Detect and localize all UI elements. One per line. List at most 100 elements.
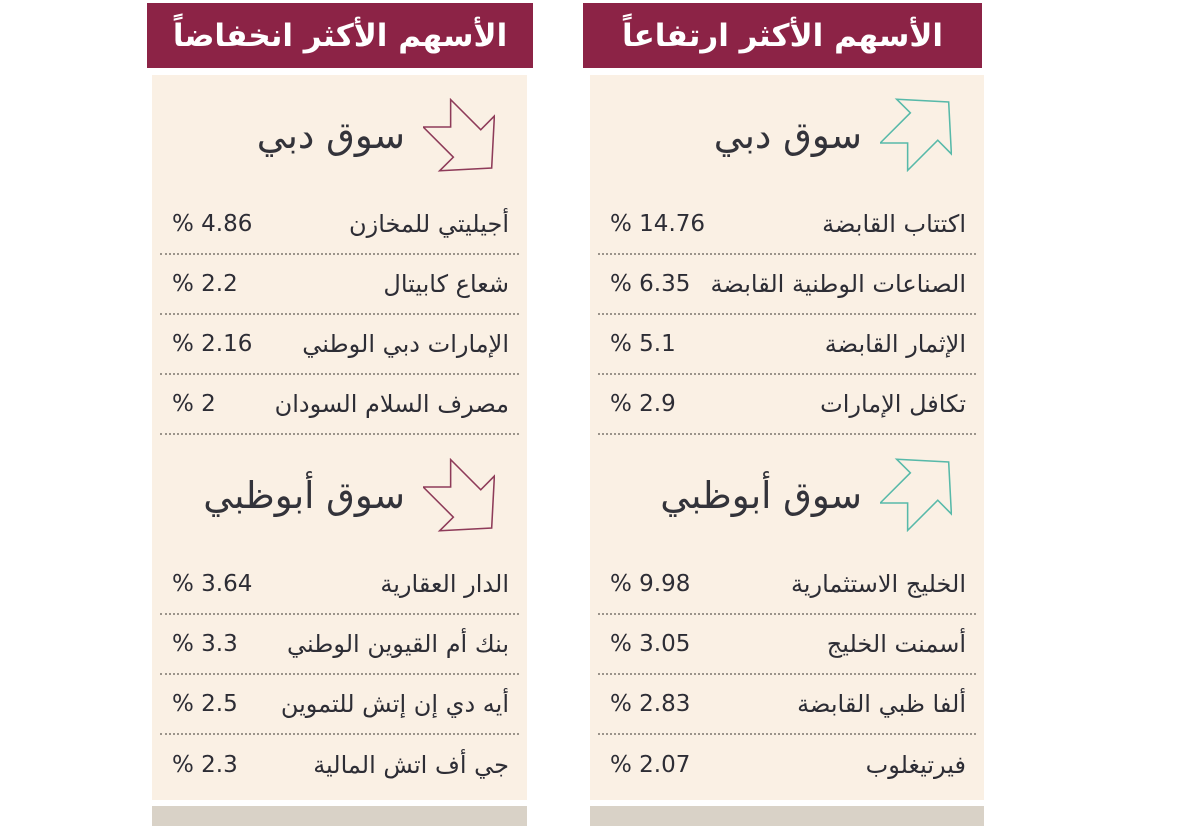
change-value: 9.98 bbox=[639, 571, 691, 597]
change-value: 2 bbox=[201, 391, 216, 417]
down-right-arrow-icon bbox=[423, 98, 495, 172]
change-value: 3.64 bbox=[201, 571, 253, 597]
stock-change: % 5.1 bbox=[610, 331, 676, 357]
stock-change: % 14.76 bbox=[610, 211, 705, 237]
percent-sign: % bbox=[172, 752, 194, 778]
down-right-arrow-icon bbox=[423, 458, 495, 532]
stock-change: % 2.83 bbox=[610, 691, 690, 717]
market-title: سوق دبي bbox=[256, 113, 405, 157]
percent-sign: % bbox=[610, 691, 632, 717]
change-value: 2.2 bbox=[201, 271, 238, 297]
gainers-panel: سوق دبي % 14.76 اكتتاب القابضة % 6.35 ال… bbox=[590, 75, 984, 800]
change-value: 4.86 bbox=[201, 211, 253, 237]
stock-row: % 2.83 ألفا ظبي القابضة bbox=[598, 675, 976, 735]
percent-sign: % bbox=[172, 331, 194, 357]
stock-name: جي أف اتش المالية bbox=[313, 751, 509, 779]
stock-name: أجيليتي للمخازن bbox=[349, 210, 509, 238]
losers-footer-bar bbox=[152, 806, 527, 826]
stock-row: % 3.64 الدار العقارية bbox=[160, 555, 519, 615]
stock-row: % 4.86 أجيليتي للمخازن bbox=[160, 195, 519, 255]
stock-row: % 2.16 الإمارات دبي الوطني bbox=[160, 315, 519, 375]
stock-change: % 2.3 bbox=[172, 752, 238, 778]
gainers-dubai-market-header: سوق دبي bbox=[590, 75, 984, 195]
percent-sign: % bbox=[610, 211, 632, 237]
change-value: 2.83 bbox=[639, 691, 691, 717]
percent-sign: % bbox=[610, 271, 632, 297]
stock-change: % 2.9 bbox=[610, 391, 676, 417]
stock-change: % 2.16 bbox=[172, 331, 252, 357]
stock-change: % 9.98 bbox=[610, 571, 690, 597]
stock-change: % 3.05 bbox=[610, 631, 690, 657]
stock-name: أسمنت الخليج bbox=[826, 630, 966, 658]
market-title: سوق أبوظبي bbox=[660, 473, 862, 517]
stock-name: الصناعات الوطنية القابضة bbox=[710, 270, 966, 298]
gainers-panel-title: الأسهم الأكثر ارتفاعاً bbox=[583, 3, 982, 68]
stock-row: % 9.98 الخليج الاستثمارية bbox=[598, 555, 976, 615]
stock-name: فيرتيغلوب bbox=[865, 751, 966, 779]
stock-name: تكافل الإمارات bbox=[820, 390, 966, 418]
change-value: 2.07 bbox=[639, 752, 691, 778]
losers-abudhabi-market-header: سوق أبوظبي bbox=[152, 435, 527, 555]
change-value: 6.35 bbox=[639, 271, 691, 297]
change-value: 14.76 bbox=[639, 211, 706, 237]
up-right-arrow-icon bbox=[880, 98, 952, 172]
stock-name: شعاع كابيتال bbox=[383, 270, 509, 298]
stock-change: % 2 bbox=[172, 391, 216, 417]
stock-name: بنك أم القيوين الوطني bbox=[287, 630, 509, 658]
gainers-dubai-rows: % 14.76 اكتتاب القابضة % 6.35 الصناعات ا… bbox=[590, 195, 984, 435]
stock-name: اكتتاب القابضة bbox=[822, 210, 966, 238]
stock-change: % 2.5 bbox=[172, 691, 238, 717]
percent-sign: % bbox=[172, 631, 194, 657]
stock-name: أيه دي إن إتش للتموين bbox=[280, 690, 509, 718]
stock-row: % 3.05 أسمنت الخليج bbox=[598, 615, 976, 675]
market-title: سوق أبوظبي bbox=[203, 473, 405, 517]
market-title: سوق دبي bbox=[713, 113, 862, 157]
stock-name: الدار العقارية bbox=[380, 570, 509, 598]
stock-name: الإثمار القابضة bbox=[824, 330, 966, 358]
losers-dubai-market-header: سوق دبي bbox=[152, 75, 527, 195]
up-right-arrow-icon bbox=[880, 458, 952, 532]
stock-row: % 2.3 جي أف اتش المالية bbox=[160, 735, 519, 795]
losers-dubai-rows: % 4.86 أجيليتي للمخازن % 2.2 شعاع كابيتا… bbox=[152, 195, 527, 435]
gainers-abudhabi-rows: % 9.98 الخليج الاستثمارية % 3.05 أسمنت ا… bbox=[590, 555, 984, 795]
change-value: 2.16 bbox=[201, 331, 253, 357]
losers-panel: سوق دبي % 4.86 أجيليتي للمخازن % 2.2 شعا… bbox=[152, 75, 527, 800]
losers-panel-title: الأسهم الأكثر انخفاضاً bbox=[147, 3, 533, 68]
stock-change: % 2.07 bbox=[610, 752, 690, 778]
percent-sign: % bbox=[610, 331, 632, 357]
percent-sign: % bbox=[172, 391, 194, 417]
stock-row: % 5.1 الإثمار القابضة bbox=[598, 315, 976, 375]
percent-sign: % bbox=[172, 571, 194, 597]
change-value: 2.5 bbox=[201, 691, 238, 717]
percent-sign: % bbox=[610, 752, 632, 778]
stock-name: الإمارات دبي الوطني bbox=[302, 330, 509, 358]
percent-sign: % bbox=[610, 571, 632, 597]
stock-row: % 2.2 شعاع كابيتال bbox=[160, 255, 519, 315]
stock-change: % 3.64 bbox=[172, 571, 252, 597]
percent-sign: % bbox=[610, 631, 632, 657]
gainers-abudhabi-market-header: سوق أبوظبي bbox=[590, 435, 984, 555]
stock-row: % 6.35 الصناعات الوطنية القابضة bbox=[598, 255, 976, 315]
stock-name: مصرف السلام السودان bbox=[274, 390, 509, 418]
change-value: 2.3 bbox=[201, 752, 238, 778]
change-value: 5.1 bbox=[639, 331, 676, 357]
stock-change: % 6.35 bbox=[610, 271, 690, 297]
losers-abudhabi-rows: % 3.64 الدار العقارية % 3.3 بنك أم القيو… bbox=[152, 555, 527, 795]
change-value: 3.3 bbox=[201, 631, 238, 657]
stock-row: % 2.9 تكافل الإمارات bbox=[598, 375, 976, 435]
percent-sign: % bbox=[172, 271, 194, 297]
stock-row: % 3.3 بنك أم القيوين الوطني bbox=[160, 615, 519, 675]
change-value: 2.9 bbox=[639, 391, 676, 417]
stock-row: % 2.07 فيرتيغلوب bbox=[598, 735, 976, 795]
gainers-footer-bar bbox=[590, 806, 984, 826]
stock-change: % 2.2 bbox=[172, 271, 238, 297]
stock-row: % 2.5 أيه دي إن إتش للتموين bbox=[160, 675, 519, 735]
percent-sign: % bbox=[172, 211, 194, 237]
stock-row: % 2 مصرف السلام السودان bbox=[160, 375, 519, 435]
stock-row: % 14.76 اكتتاب القابضة bbox=[598, 195, 976, 255]
percent-sign: % bbox=[172, 691, 194, 717]
stock-change: % 3.3 bbox=[172, 631, 238, 657]
stock-change: % 4.86 bbox=[172, 211, 252, 237]
stock-name: ألفا ظبي القابضة bbox=[797, 690, 966, 718]
percent-sign: % bbox=[610, 391, 632, 417]
